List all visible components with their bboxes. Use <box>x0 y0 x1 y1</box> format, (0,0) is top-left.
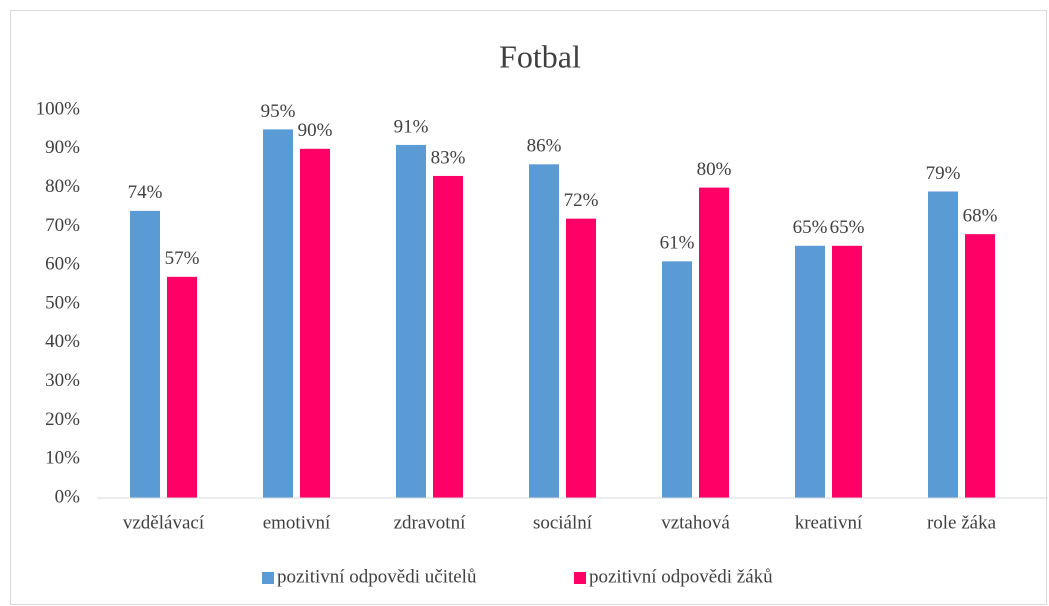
data-label: 86% <box>527 136 562 157</box>
data-label: 57% <box>165 248 200 269</box>
x-tick-label: kreativní <box>795 512 863 533</box>
y-tick-label: 80% <box>45 176 80 197</box>
data-label: 61% <box>660 233 695 254</box>
x-tick-label: vztahová <box>661 512 730 533</box>
bar <box>795 245 825 498</box>
y-tick-label: 50% <box>45 292 80 313</box>
x-tick-label: role žáka <box>927 512 997 533</box>
data-label: 95% <box>261 101 296 122</box>
bar <box>928 191 958 499</box>
legend-label: pozitivní odpovědi žáků <box>589 566 773 587</box>
x-tick-label: zdravotní <box>394 512 466 533</box>
bar <box>832 245 862 498</box>
data-label: 79% <box>926 163 961 184</box>
y-tick-label: 30% <box>45 370 80 391</box>
data-label: 72% <box>564 190 599 211</box>
bar <box>396 144 426 499</box>
bar <box>130 210 160 498</box>
data-label: 90% <box>298 120 333 141</box>
y-tick-label: 100% <box>36 98 81 119</box>
y-tick-label: 70% <box>45 215 80 236</box>
data-label: 65% <box>830 217 865 238</box>
bar <box>433 175 463 498</box>
y-tick-label: 10% <box>45 448 80 469</box>
bar <box>662 261 692 498</box>
data-label: 74% <box>128 182 163 203</box>
bar <box>263 129 293 498</box>
bar <box>965 234 995 498</box>
bar <box>699 187 729 498</box>
data-label: 91% <box>394 116 429 137</box>
bar <box>167 276 197 498</box>
y-tick-label: 40% <box>45 331 80 352</box>
y-tick-label: 0% <box>55 486 81 507</box>
chart-title: Fotbal <box>499 38 581 74</box>
y-tick-label: 20% <box>45 409 80 430</box>
bar <box>300 148 330 499</box>
data-label: 68% <box>963 206 998 227</box>
legend-label: pozitivní odpovědi učitelů <box>277 566 477 587</box>
x-tick-label: vzdělávací <box>123 512 205 533</box>
x-tick-label: emotivní <box>263 512 331 533</box>
legend-swatch <box>262 572 274 584</box>
y-tick-label: 90% <box>45 137 80 158</box>
data-label: 80% <box>697 159 732 180</box>
data-label: 83% <box>431 147 466 168</box>
data-label: 65% <box>793 217 828 238</box>
y-tick-label: 60% <box>45 254 80 275</box>
x-tick-label: sociální <box>533 512 593 533</box>
legend-swatch <box>574 572 586 584</box>
bar <box>529 164 559 498</box>
bar <box>566 218 596 498</box>
